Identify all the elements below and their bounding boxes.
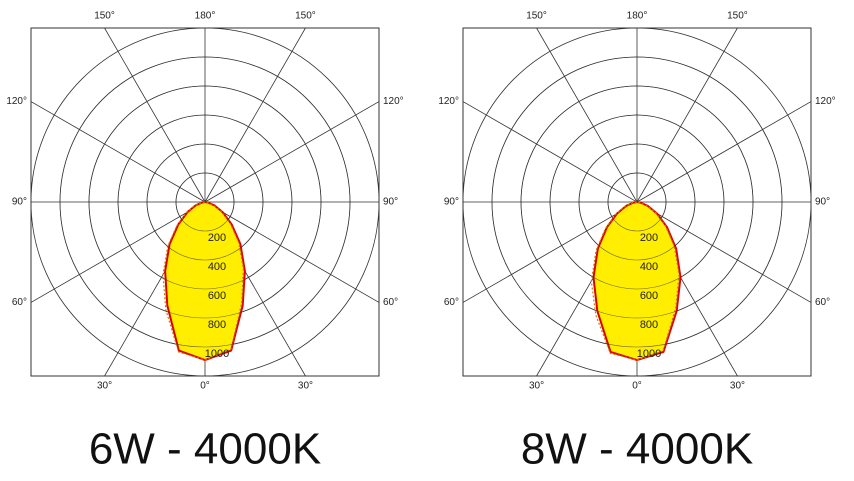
angle-tick-label: 30° — [730, 381, 745, 392]
polar-panel: 150° 180° 150° 120° 120° 90° 90° 60° 60° 30° 0° 30°… — [438, 11, 835, 474]
radial-tick-label: 200 — [208, 232, 226, 244]
radial-tick-label: 400 — [208, 261, 226, 273]
angle-tick-label: 60° — [815, 297, 830, 308]
angle-tick-label: 150° — [94, 11, 115, 22]
radial-grid-circle — [520, 85, 754, 319]
angle-tick-label: 120° — [383, 96, 404, 107]
angle-tick-label: 90° — [383, 197, 398, 208]
angle-tick-label: 180° — [195, 11, 216, 22]
radial-grid-circle — [88, 85, 322, 319]
chart-title: 8W - 4000K — [521, 425, 753, 474]
radial-grid-line — [463, 101, 638, 203]
radial-grid-line — [104, 28, 206, 203]
angle-tick-label: 30° — [529, 381, 544, 392]
radial-grid-circle — [607, 172, 667, 232]
radial-tick-label: 1000 — [205, 348, 229, 360]
intensity-curve — [592, 201, 682, 362]
radial-grid-circle — [578, 143, 696, 261]
radial-grid-line — [636, 28, 738, 203]
intensity-curve — [590, 201, 680, 361]
angle-tick-label: 120° — [438, 96, 459, 107]
radial-grid-circle — [491, 56, 783, 348]
angle-tick-label: 150° — [295, 11, 316, 22]
angle-tick-label: 180° — [627, 11, 648, 22]
angle-tick-label: 60° — [383, 297, 398, 308]
angle-tick-label: 150° — [526, 11, 547, 22]
angle-tick-label: 150° — [727, 11, 748, 22]
angle-tick-label: 0° — [200, 381, 210, 392]
radial-tick-label: 800 — [640, 319, 658, 331]
angle-tick-label: 30° — [298, 381, 313, 392]
grid-overlay — [59, 56, 351, 348]
plot-frame — [462, 27, 812, 377]
angle-tick-label: 90° — [444, 197, 459, 208]
radial-grid-circle — [146, 143, 264, 261]
radial-grid-circle — [59, 56, 351, 348]
data — [162, 201, 246, 362]
radial-grid-line — [31, 101, 206, 203]
radial-tick-label: 400 — [640, 261, 658, 273]
angle-tick-label: 30° — [97, 381, 112, 392]
angle-tick-label: 120° — [815, 96, 836, 107]
radial-grid-line — [204, 101, 379, 203]
angle-tick-label: 60° — [12, 297, 27, 308]
polar-panel: 150° 180° 150° 120° 120° 90° 90° 60° 60° 30° 0° 30°… — [6, 11, 403, 474]
radial-grid-circle — [175, 172, 235, 232]
radial-tick-label: 200 — [640, 232, 658, 244]
plot-frame — [30, 27, 380, 377]
radial-grid-line — [463, 201, 638, 303]
radial-grid-line — [204, 28, 306, 203]
data — [590, 201, 682, 362]
radial-grid-line — [204, 201, 379, 303]
angle-tick-label: 90° — [12, 197, 27, 208]
radial-grid-line — [536, 28, 638, 203]
radial-grid-circle — [549, 114, 725, 290]
angle-tick-label: 0° — [632, 381, 642, 392]
chart-title: 6W - 4000K — [89, 425, 321, 474]
radial-grid-line — [636, 101, 811, 203]
radial-tick-label: 1000 — [637, 348, 661, 360]
radial-tick-label: 600 — [640, 290, 658, 302]
angle-tick-label: 120° — [6, 96, 27, 107]
angle-tick-label: 90° — [815, 197, 830, 208]
radial-grid-line — [636, 201, 811, 303]
radial-tick-label: 800 — [208, 319, 226, 331]
radial-grid-circle — [117, 114, 293, 290]
radial-tick-label: 600 — [208, 290, 226, 302]
radial-grid-line — [31, 201, 206, 303]
grid-overlay — [491, 56, 783, 348]
intensity-curve — [162, 201, 245, 361]
angle-tick-label: 60° — [444, 297, 459, 308]
